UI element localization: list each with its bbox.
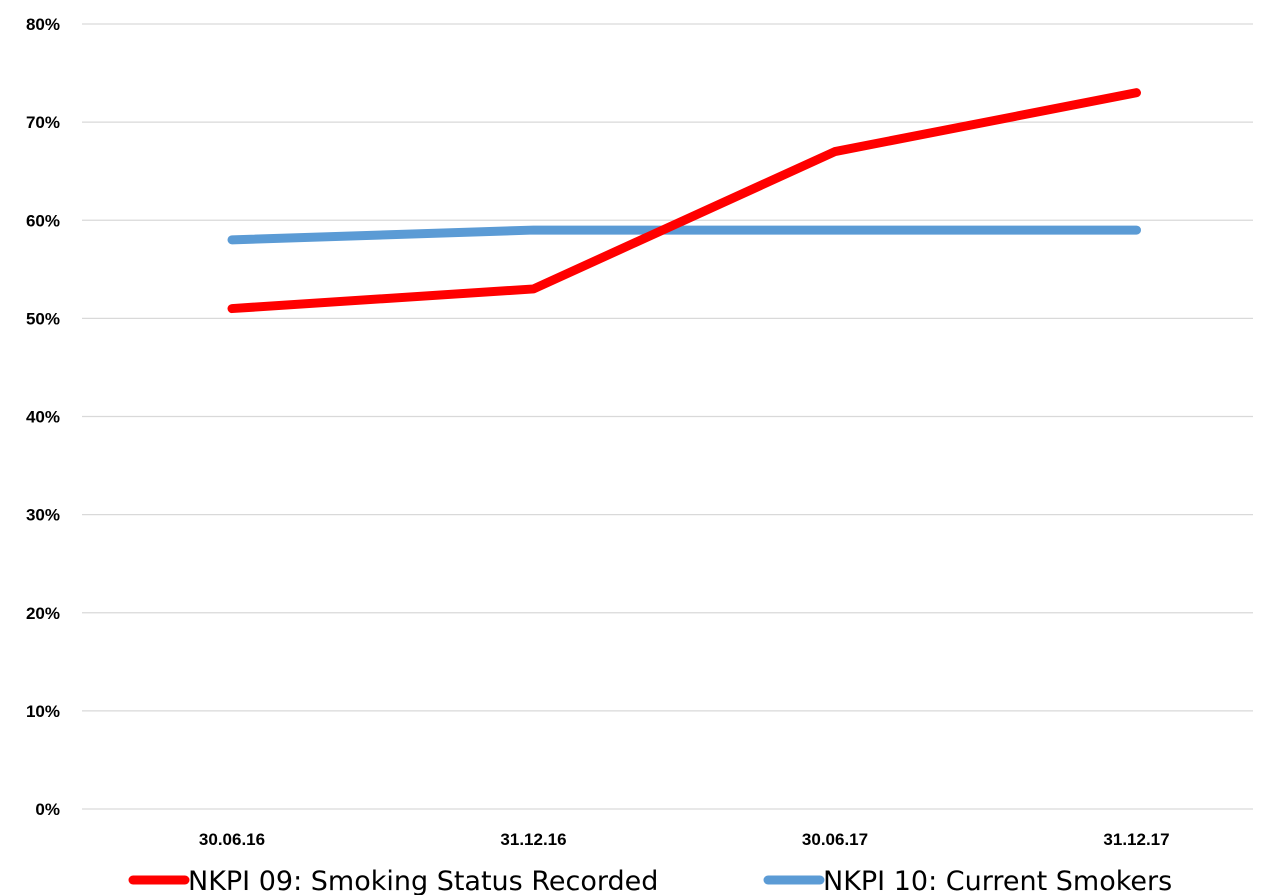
y-tick-label: 70% (26, 113, 60, 132)
y-tick-label: 40% (26, 408, 60, 427)
legend: NKPI 09: Smoking Status Recorded NKPI 10:… (128, 866, 1172, 895)
y-axis-tick-labels: 0% 10% 20% 30% 40% 50% 60% 70% 80% (26, 15, 60, 819)
x-tick-label: 31.12.17 (1103, 830, 1169, 849)
y-tick-label: 20% (26, 604, 60, 623)
y-tick-label: 10% (26, 702, 60, 721)
legend-item: NKPI 10: Current Smokers (763, 866, 1172, 895)
y-tick-label: 80% (26, 15, 60, 34)
y-tick-label: 60% (26, 211, 60, 230)
legend-label: NKPI 09: Smoking Status Recorded (188, 866, 658, 895)
gridlines (82, 23, 1253, 810)
series-line-nkpi-09 (227, 88, 1141, 314)
legend-item: NKPI 09: Smoking Status Recorded (128, 866, 658, 895)
y-tick-label: 30% (26, 506, 60, 525)
x-tick-label: 30.06.16 (199, 830, 265, 849)
y-tick-label: 50% (26, 309, 60, 328)
series-line-nkpi-10 (227, 225, 1141, 245)
series-lines (227, 88, 1141, 314)
x-axis-tick-labels: 30.06.16 31.12.16 30.06.17 31.12.17 (199, 830, 1170, 849)
y-tick-label: 0% (35, 800, 60, 819)
x-tick-label: 31.12.16 (500, 830, 566, 849)
x-tick-label: 30.06.17 (802, 830, 868, 849)
legend-label: NKPI 10: Current Smokers (823, 866, 1172, 895)
